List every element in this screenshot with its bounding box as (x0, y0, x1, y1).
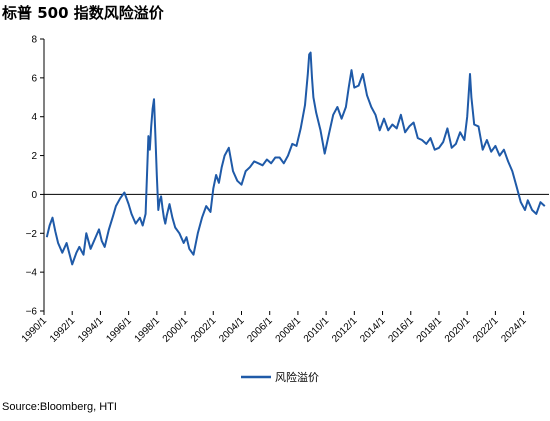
x-tick-label: 1996/1 (104, 315, 134, 345)
x-tick-label: 2008/1 (274, 315, 304, 345)
x-tick-label: 2020/1 (443, 315, 473, 345)
x-tick-label: 2022/1 (471, 315, 501, 345)
y-tick-label: 0 (31, 190, 37, 201)
x-tick-label: 1992/1 (48, 315, 78, 345)
y-axis: 8 6 4 2 0 −2 −4 −6 (26, 35, 45, 318)
plot-area (45, 51, 546, 266)
series-line (45, 51, 546, 266)
x-tick-label: 2012/1 (330, 315, 360, 345)
legend: 风险溢价 (241, 370, 319, 384)
x-tick-label: 2002/1 (189, 315, 219, 345)
x-tick-label: 2016/1 (386, 315, 416, 345)
x-axis: 1990/11992/11994/11996/11998/12000/12002… (20, 193, 549, 345)
source-note: Source:Bloomberg, HTI (2, 401, 117, 413)
x-tick-label: 1998/1 (133, 315, 163, 345)
y-tick-label: 6 (31, 73, 37, 84)
x-tick-label: 2018/1 (415, 315, 445, 345)
x-tick-label: 2000/1 (161, 315, 191, 345)
x-tick-label: 2004/1 (217, 315, 247, 345)
x-tick-label: 2010/1 (302, 315, 332, 345)
y-tick-label: −6 (26, 307, 38, 318)
y-tick-label: 8 (31, 35, 37, 46)
legend-label: 风险溢价 (275, 370, 319, 384)
y-tick-label: 2 (31, 151, 37, 162)
x-tick-label: 2024/1 (499, 315, 529, 345)
y-tick-label: 4 (31, 112, 37, 123)
x-tick-label: 2014/1 (358, 315, 388, 345)
chart-title: 标普 500 指数风险溢价 (2, 4, 164, 22)
y-tick-label: −4 (26, 268, 38, 279)
x-tick-label: 1994/1 (76, 315, 106, 345)
y-tick-label: −2 (26, 229, 38, 240)
x-tick-label: 1990/1 (20, 315, 50, 345)
line-chart: 8 6 4 2 0 −2 −4 −6 1990/11992/11994/11996/11998… (20, 35, 549, 384)
x-tick-label: 2006/1 (245, 315, 275, 345)
